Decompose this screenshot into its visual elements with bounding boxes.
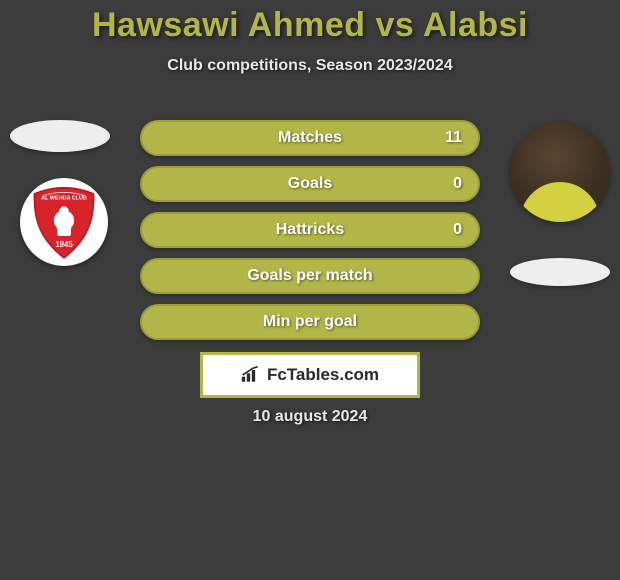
- stat-row-min-per-goal: Min per goal: [140, 304, 480, 340]
- stat-value-right: 0: [453, 221, 462, 239]
- stat-label: Goals per match: [247, 267, 372, 285]
- badge-top-text: AL WEHDA CLUB: [41, 195, 87, 201]
- stat-row-goals-per-match: Goals per match: [140, 258, 480, 294]
- stat-label: Hattricks: [276, 221, 344, 239]
- subtitle: Club competitions, Season 2023/2024: [0, 57, 620, 75]
- date-line: 10 august 2024: [0, 408, 620, 426]
- player-right-avatar: [510, 122, 610, 222]
- stat-label: Matches: [278, 129, 342, 147]
- stat-value-right: 0: [453, 175, 462, 193]
- stat-value-right: 11: [445, 129, 462, 147]
- bar-chart-icon: [241, 366, 261, 384]
- club-badge-left: AL WEHDA CLUB 1945: [20, 178, 108, 266]
- player-right-name-pill: [510, 258, 610, 286]
- stat-label: Goals: [288, 175, 332, 193]
- page-title: Hawsawi Ahmed vs Alabsi: [0, 0, 620, 45]
- stat-row-hattricks: Hattricks 0: [140, 212, 480, 248]
- stats-container: Matches 11 Goals 0 Hattricks 0 Goals per…: [140, 120, 480, 350]
- brand-box: FcTables.com: [200, 352, 420, 398]
- shield-icon: AL WEHDA CLUB 1945: [25, 183, 103, 261]
- brand-text: FcTables.com: [267, 365, 379, 385]
- stat-label: Min per goal: [263, 313, 357, 331]
- player-left-name-pill: [10, 120, 110, 152]
- stat-row-goals: Goals 0: [140, 166, 480, 202]
- badge-year: 1945: [55, 240, 73, 249]
- stat-row-matches: Matches 11: [140, 120, 480, 156]
